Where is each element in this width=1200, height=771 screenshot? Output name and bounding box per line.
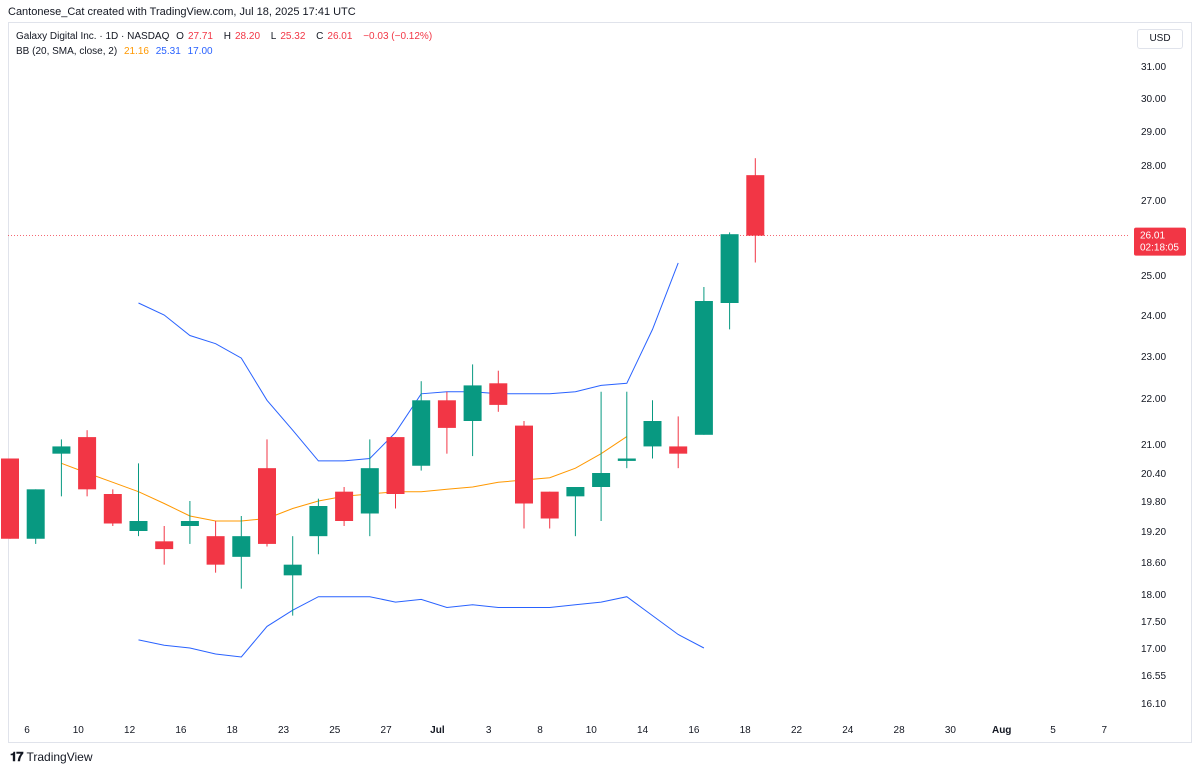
chart-frame	[8, 22, 1192, 743]
legend-low-label: L	[270, 31, 277, 42]
legend-close: 26.01	[327, 31, 353, 42]
time-tick-label: Jul	[430, 725, 445, 736]
candle-body	[78, 437, 97, 490]
time-tick-label: 24	[842, 725, 854, 736]
candle-body	[617, 458, 636, 461]
candle-body	[232, 536, 251, 557]
time-tick-label: 25	[329, 725, 341, 736]
legend-change: −0.03 (−0.12%)	[363, 31, 433, 42]
price-tick-label: 29.00	[1141, 127, 1166, 138]
candle-body	[1, 458, 19, 539]
candle-body	[643, 421, 662, 447]
time-tick-label: 28	[894, 725, 906, 736]
legend-symbol[interactable]: Galaxy Digital Inc. · 1D · NASDAQ	[16, 31, 170, 42]
legend-bb-lower: 17.00	[187, 46, 213, 57]
time-tick-label: 22	[791, 725, 803, 736]
time-tick-label: 6	[24, 725, 30, 736]
price-tick-label: 31.00	[1141, 62, 1166, 73]
candle-body	[463, 385, 482, 421]
candle-body	[155, 541, 174, 550]
price-tick-label: 17.50	[1141, 617, 1166, 628]
candle-body	[309, 506, 328, 537]
price-tick-label: 24.00	[1141, 311, 1166, 322]
candle-body	[720, 234, 739, 303]
candle-body	[746, 175, 765, 236]
candle-body	[540, 491, 559, 519]
legend-bb-name[interactable]: BB (20, SMA, close, 2)	[16, 46, 118, 57]
legend-open: 27.71	[187, 31, 213, 42]
candle-body	[360, 468, 379, 514]
time-tick-label: Aug	[992, 725, 1011, 736]
candle-body	[386, 437, 405, 494]
price-tick-label: 18.60	[1141, 558, 1166, 569]
time-tick-label: 30	[945, 725, 957, 736]
price-tick-label: 25.00	[1141, 271, 1166, 282]
legend-low: 25.32	[280, 31, 306, 42]
candle-body	[669, 446, 688, 454]
candle-body	[180, 521, 199, 526]
last-price-tag	[1134, 227, 1186, 256]
candle-body	[335, 491, 354, 521]
price-tick-label: 19.80	[1141, 497, 1166, 508]
price-tick-label: 20.40	[1141, 469, 1166, 480]
price-tick-label: 28.00	[1141, 161, 1166, 172]
last-price-tag-countdown: 02:18:05	[1140, 243, 1179, 254]
legend-high: 28.20	[234, 31, 261, 42]
candle-body	[412, 400, 431, 466]
candle-body	[26, 489, 45, 539]
time-tick-label: 12	[124, 725, 136, 736]
legend-open-label: O	[176, 31, 184, 42]
price-tick-label: 22.00	[1141, 394, 1166, 405]
time-tick-label: 23	[278, 725, 290, 736]
price-tick-label: 19.20	[1141, 527, 1166, 538]
legend-bb-upper: 25.31	[155, 46, 181, 57]
price-tick-label: 27.00	[1141, 196, 1166, 207]
time-tick-label: 5	[1050, 725, 1056, 736]
time-tick-label: 3	[486, 725, 492, 736]
candle-body	[566, 487, 585, 497]
candle-body	[515, 425, 533, 504]
price-tick-label: 23.00	[1141, 352, 1166, 363]
candle-body	[129, 521, 148, 531]
brand-name: TradingView	[26, 750, 93, 764]
price-tick-label: 16.10	[1141, 699, 1166, 710]
candle-body	[592, 473, 611, 487]
last-price-tag-price: 26.01	[1140, 231, 1165, 242]
time-tick-label: 14	[637, 725, 649, 736]
candle-body	[258, 468, 276, 544]
attribution: Cantonese_Cat created with TradingView.c…	[8, 6, 356, 18]
price-tick-label: 21.00	[1141, 440, 1166, 451]
currency-button[interactable]: USD	[1137, 29, 1183, 49]
time-tick-label: 10	[73, 725, 85, 736]
candle-body	[103, 494, 122, 524]
time-tick-label: 16	[688, 725, 700, 736]
tradingview-brand: 𝟏𝟕 TradingView	[10, 749, 93, 765]
legend-bb-row: BB (20, SMA, close, 2) 21.16 25.31 17.00	[16, 46, 217, 57]
tradingview-logo-icon: 𝟏𝟕	[10, 749, 24, 764]
bb-lower-line	[138, 596, 705, 658]
price-tick-label: 17.00	[1141, 644, 1166, 655]
time-tick-label: 27	[381, 725, 393, 736]
candle-body	[437, 400, 456, 428]
legend-high-label: H	[223, 31, 231, 42]
legend-bb-basis: 21.16	[123, 46, 149, 57]
time-tick-label: 10	[586, 725, 598, 736]
time-tick-label: 18	[227, 725, 239, 736]
time-tick-label: 7	[1102, 725, 1108, 736]
bb-upper-line	[138, 262, 679, 462]
legend-close-label: C	[316, 31, 324, 42]
candle-body	[52, 446, 71, 454]
time-tick-label: 16	[175, 725, 187, 736]
price-tick-label: 18.00	[1141, 590, 1166, 601]
candle-body	[694, 301, 713, 435]
price-tick-label: 30.00	[1141, 94, 1166, 105]
candle-body	[206, 536, 225, 565]
time-tick-label: 18	[740, 725, 752, 736]
candle-body	[283, 564, 302, 576]
legend-symbol-row: Galaxy Digital Inc. · 1D · NASDAQ O 27.71…	[16, 31, 436, 42]
price-tick-label: 16.55	[1141, 671, 1166, 682]
candle-body	[489, 383, 508, 405]
time-tick-label: 8	[537, 725, 543, 736]
